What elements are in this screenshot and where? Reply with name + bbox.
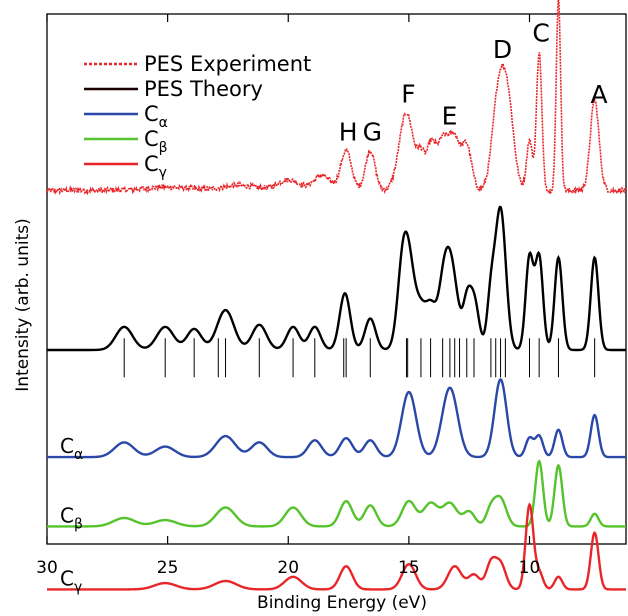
series-traces xyxy=(46,0,627,591)
series-experiment-line xyxy=(46,0,627,196)
peak-label-E: E xyxy=(442,102,458,131)
x-tick-label: 20 xyxy=(277,558,299,578)
trace-label-C_gamma: Cγ xyxy=(60,566,82,595)
peak-label-F: F xyxy=(401,80,415,109)
peak-labels: ABCDEFGH xyxy=(339,19,608,147)
trace-labels: Cα Cβ Cγ xyxy=(60,434,83,595)
legend-entry: PES Experiment xyxy=(144,52,311,76)
y-axis-label: Intensity (arb. units) xyxy=(13,218,33,391)
x-axis-ticks: 30 25 20 15 10 xyxy=(36,14,540,578)
series-theory-line xyxy=(47,205,626,352)
x-axis-label: Binding Energy (eV) xyxy=(257,593,427,613)
peak-label-D: D xyxy=(493,35,512,64)
x-tick-label: 25 xyxy=(157,558,179,578)
theory-stick-marks xyxy=(123,338,596,378)
series-C_gamma-line xyxy=(47,502,626,591)
trace-label-C_beta: Cβ xyxy=(60,503,83,532)
plot-border xyxy=(46,13,627,545)
legend-entry: Cβ xyxy=(144,127,168,156)
plot-frame xyxy=(46,13,627,545)
peak-label-A: A xyxy=(590,80,607,109)
x-tick-label: 30 xyxy=(36,558,58,578)
x-tick-label: 15 xyxy=(398,558,420,578)
x-tick-label: 10 xyxy=(519,558,541,578)
peak-label-G: G xyxy=(363,117,382,146)
peak-label-H: H xyxy=(339,117,358,146)
series-C_alpha-line xyxy=(47,377,626,459)
legend-entry: Cα xyxy=(144,102,168,131)
series-C_beta-line xyxy=(47,459,626,528)
legend-entry: PES Theory xyxy=(144,77,263,101)
peak-label-C: C xyxy=(532,19,549,48)
legend-entry: Cγ xyxy=(144,152,167,181)
trace-label-C_alpha: Cα xyxy=(60,434,83,463)
